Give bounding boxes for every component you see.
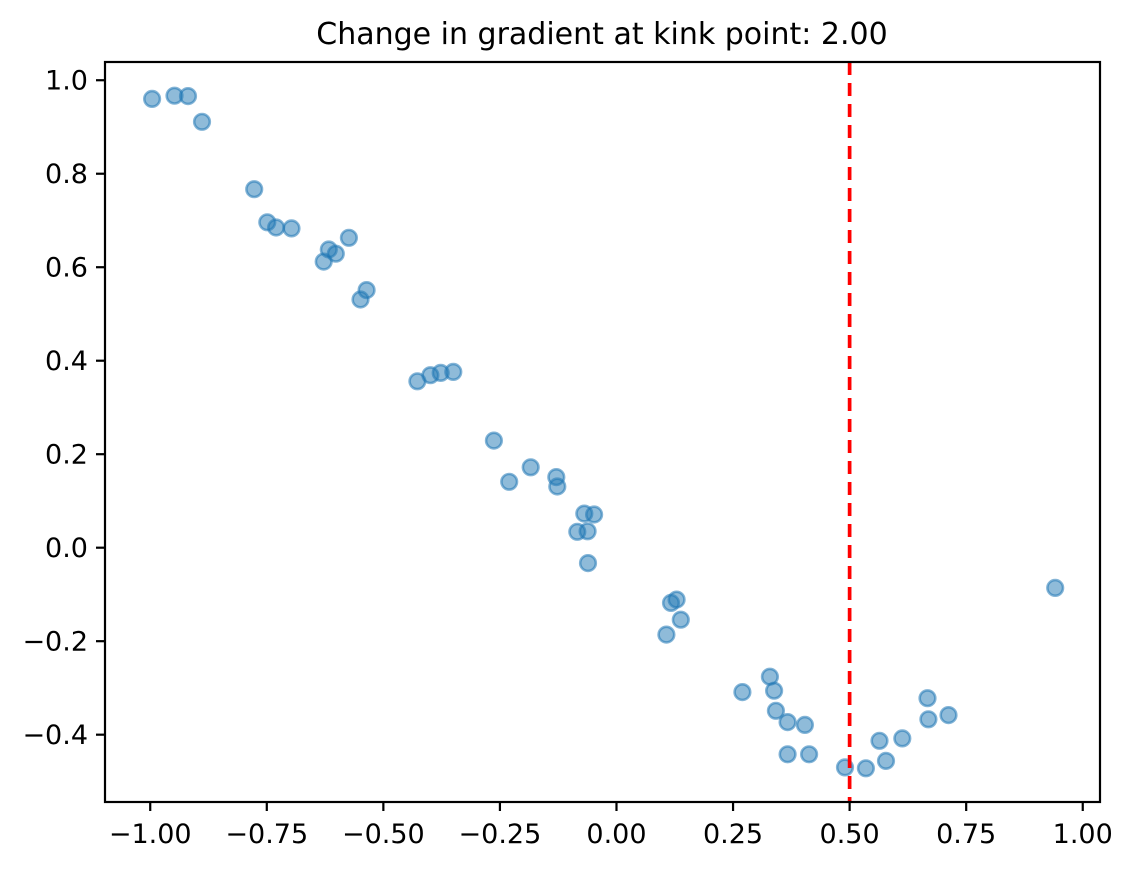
data-point (500, 472, 519, 491)
data-point (918, 689, 937, 708)
data-point (267, 218, 286, 237)
data-point (178, 86, 198, 106)
data-point (192, 112, 212, 131)
data-point (578, 553, 598, 573)
axes-layer: −1.00 −0.75 −0.50 −0.25 0.00 0.25 0.50 0.75 1.00… (22, 60, 1113, 850)
y-tick-label: 0.8 (45, 159, 88, 190)
x-tick-label: 0.50 (820, 819, 880, 850)
data-point (444, 362, 463, 382)
x-tick-label: 0.25 (703, 819, 763, 850)
x-tick-label: −1.00 (109, 819, 192, 850)
data-point (778, 745, 797, 764)
y-tick-label: 0.4 (45, 346, 88, 377)
data-point (764, 681, 784, 700)
data-point (326, 244, 345, 263)
data-point (893, 729, 912, 748)
data-point (799, 745, 819, 764)
data-point (357, 281, 376, 300)
data-point (876, 751, 896, 771)
data-point (548, 477, 567, 496)
y-tick-label: −0.4 (22, 720, 88, 751)
data-point (143, 89, 162, 108)
data-point (733, 682, 752, 702)
data-point (919, 710, 938, 729)
x-tick-label: 0.00 (586, 819, 646, 850)
data-point (1046, 578, 1065, 598)
x-tick-label: −0.25 (459, 819, 542, 850)
data-point (671, 610, 690, 629)
chart-title: Change in gradient at kink point: 2.00 (316, 17, 887, 52)
y-tick-label: 0.0 (45, 533, 88, 564)
y-tick-label: −0.2 (22, 627, 88, 658)
data-point (856, 759, 876, 778)
x-tick-label: −0.75 (225, 819, 308, 850)
data-point (657, 625, 676, 644)
y-tick-label: 0.6 (45, 253, 88, 284)
data-point (521, 458, 540, 477)
y-tick-label: 1.0 (45, 66, 88, 97)
x-tick-label: −0.50 (342, 819, 425, 850)
data-point (584, 505, 604, 524)
data-point (245, 180, 264, 199)
x-tick-label: 0.75 (936, 819, 996, 850)
data-point (795, 715, 815, 735)
data-point (870, 731, 889, 750)
data-point (339, 228, 359, 247)
data-point (939, 705, 958, 725)
axes-frame (103, 60, 1102, 804)
data-point (282, 219, 301, 238)
data-point (766, 701, 786, 720)
data-point (667, 590, 686, 609)
data-layer (143, 62, 1065, 802)
x-tick-label: 1.00 (1053, 819, 1113, 850)
y-tick-label: 0.2 (45, 440, 88, 471)
data-point (484, 431, 504, 450)
data-point (778, 712, 797, 732)
data-point (578, 522, 597, 541)
